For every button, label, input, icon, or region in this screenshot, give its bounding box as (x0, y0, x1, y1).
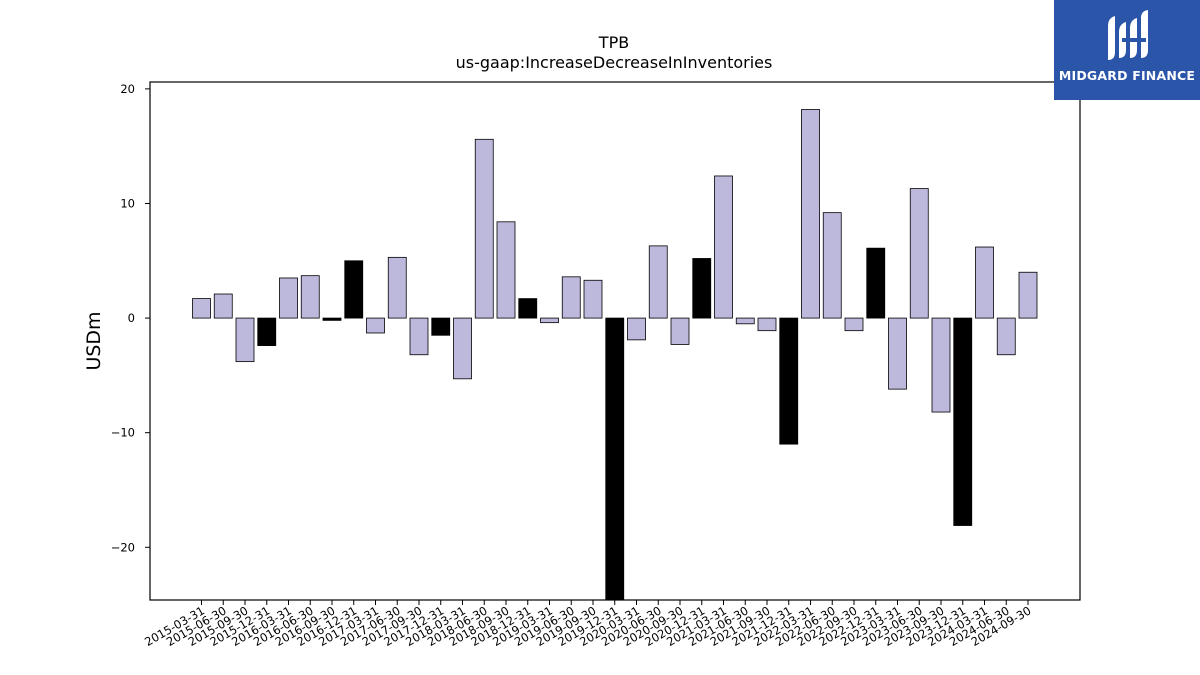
bar-2018-03-31 (453, 317, 472, 380)
bar-2020-09-30 (670, 317, 690, 345)
midgard-logo-icon (1108, 10, 1148, 60)
y-tick-label: 0 (128, 311, 135, 325)
bar-2024-03-31 (975, 246, 994, 319)
bar-2015-06-30 (213, 293, 233, 319)
bar-2018-12-31 (518, 298, 538, 319)
y-tick-label: −20 (111, 540, 135, 554)
plot-frame (149, 81, 1081, 601)
brand-logo: MIDGARD FINANCE (1054, 0, 1200, 100)
bar-2015-12-31 (257, 317, 277, 346)
bar-2017-06-30 (387, 256, 407, 319)
bar-2016-12-31 (344, 260, 364, 319)
bar-2019-03-31 (540, 317, 559, 324)
bar-2020-03-31 (627, 317, 646, 341)
bar-2022-12-31 (866, 247, 886, 319)
bar-2021-12-31 (779, 317, 799, 445)
bar-2021-03-31 (714, 175, 733, 319)
y-tick-label: 20 (120, 82, 135, 96)
bar-2019-06-30 (561, 276, 581, 319)
bar-2019-09-30 (583, 279, 603, 319)
bar-2020-06-30 (648, 245, 668, 319)
bar-2016-03-31 (279, 277, 298, 319)
y-tick-label: −10 (111, 426, 135, 440)
bar-2021-06-30 (735, 317, 755, 325)
bar-2017-12-31 (431, 317, 451, 336)
x-axis: 2015-03-312015-06-302015-09-302015-12-31… (142, 600, 1034, 649)
bar-2018-06-30 (474, 138, 494, 319)
y-axis: −20 −10 0 10 20 (111, 82, 150, 554)
bar-2022-09-30 (844, 317, 864, 332)
y-tick-label: 10 (120, 196, 135, 210)
bar-2023-06-30 (909, 188, 929, 319)
bar-2015-09-30 (235, 317, 255, 363)
bar-2015-03-31 (192, 298, 211, 319)
bar-2022-06-30 (822, 212, 842, 319)
bar-2017-09-30 (409, 317, 429, 356)
bar-2020-12-31 (692, 258, 712, 319)
chart-title: TPB (598, 33, 629, 52)
bar-2016-09-30 (322, 317, 342, 321)
bar-2018-09-30 (496, 221, 516, 319)
bar-2017-03-31 (366, 317, 385, 334)
bar-2023-09-30 (931, 317, 951, 413)
bar-2016-06-30 (300, 275, 320, 319)
bar-2022-03-31 (801, 109, 820, 319)
bar-2024-06-30 (996, 317, 1016, 356)
bar-2019-12-31 (605, 317, 625, 601)
chart-subtitle: us-gaap:IncreaseDecreaseInInventories (456, 53, 773, 72)
brand-name: MIDGARD FINANCE (1058, 68, 1196, 83)
y-axis-label: USDm (83, 311, 105, 370)
bar-2021-09-30 (757, 317, 777, 332)
bars-group (192, 109, 1038, 601)
bar-2023-12-31 (953, 317, 973, 526)
bar-2024-09-30 (1018, 271, 1038, 319)
bar-2023-03-31 (888, 317, 907, 390)
